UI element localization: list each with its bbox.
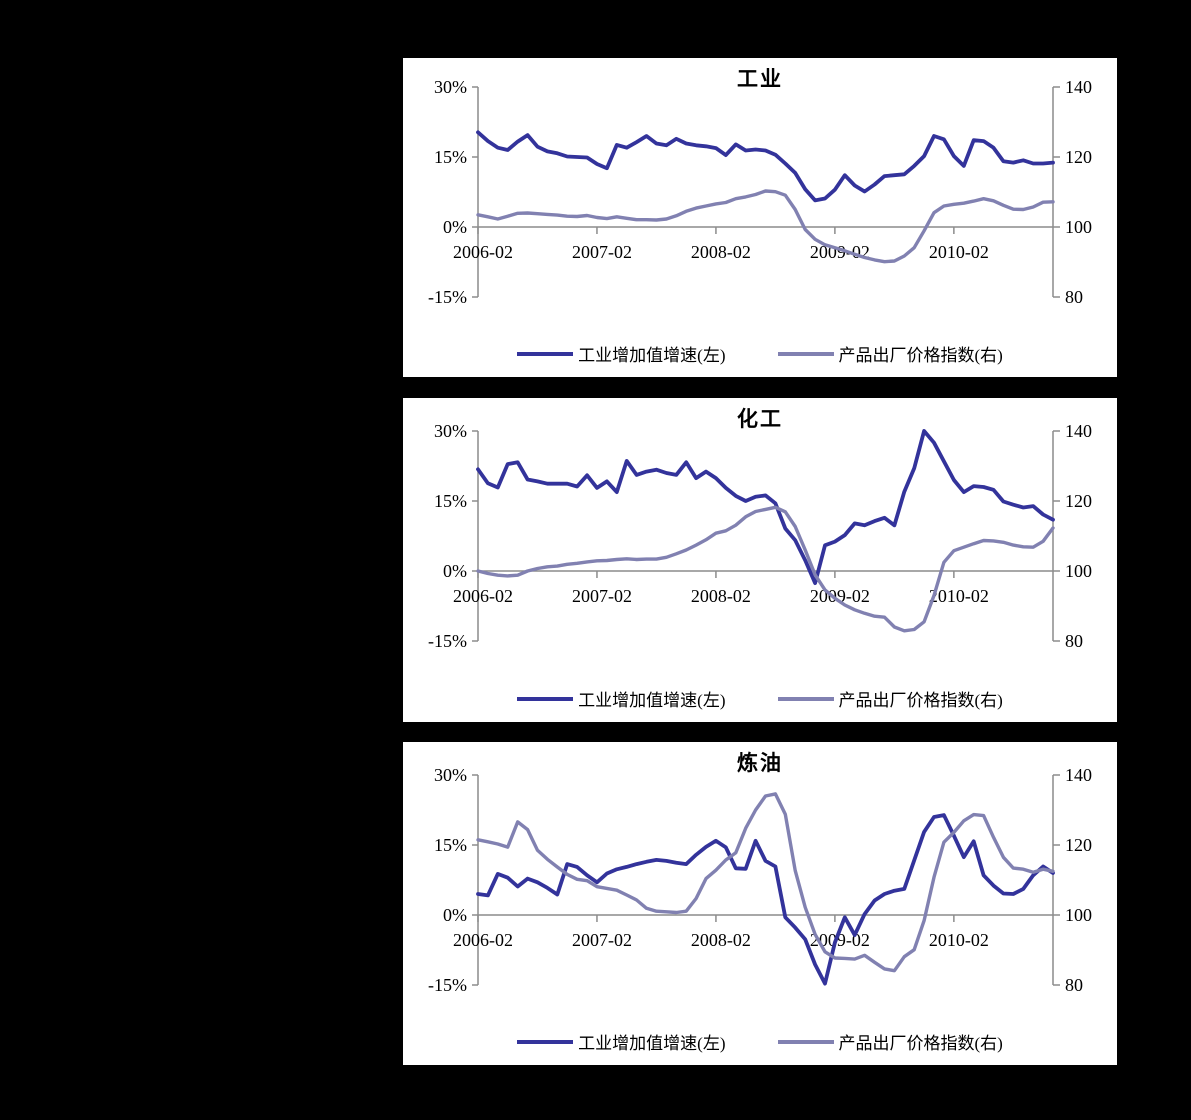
x-axis-label: 2007-02 [572, 242, 632, 262]
y-axis-left-label: 0% [443, 561, 467, 581]
price-index-line [476, 792, 1055, 973]
y-axis-left-label: 30% [434, 421, 467, 441]
legend-label-growth: 工业增加值增速(左) [578, 346, 726, 365]
growth-rate-line [476, 130, 1055, 203]
legend-label-growth: 工业增加值增速(左) [578, 1034, 726, 1053]
x-axis-label: 2007-02 [572, 930, 632, 950]
x-axis-label: 2010-02 [929, 930, 989, 950]
x-axis-label: 2006-02 [453, 586, 513, 606]
y-axis-left-label: 15% [434, 491, 467, 511]
y-axis-left-label: 15% [434, 835, 467, 855]
x-axis-label: 2006-02 [453, 242, 513, 262]
y-axis-right-label: 120 [1065, 147, 1092, 167]
legend-industry: 工业增加值增速(左) 产品出厂价格指数(右) [403, 341, 1117, 366]
y-axis-right-label: 140 [1065, 421, 1092, 441]
chart-title-chemical: 化工 [737, 407, 783, 431]
price-index-line-swatch [777, 351, 834, 356]
y-axis-left-label: 0% [443, 905, 467, 925]
growth-rate-line [476, 813, 1055, 986]
x-axis-label: 2008-02 [691, 242, 751, 262]
x-axis-label: 2007-02 [572, 586, 632, 606]
x-axis-label: 2006-02 [453, 930, 513, 950]
y-axis-left-label: 0% [443, 217, 467, 237]
legend-label-price-index: 产品出厂价格指数(右) [838, 1034, 1003, 1053]
y-axis-left-label: -15% [428, 287, 467, 307]
y-axis-right-label: 80 [1065, 287, 1083, 307]
growth-line-swatch [517, 696, 574, 701]
y-axis-right-label: 80 [1065, 975, 1083, 995]
y-axis-left-label: -15% [428, 975, 467, 995]
y-axis-right-label: 100 [1065, 905, 1092, 925]
chart-panel-chemical: 化工 30% 15% 0% -15% 140 120 100 80 2006-02 2007-02… [403, 398, 1117, 722]
plot-area-refining: 30% 15% 0% -15% 140 120 100 80 2006-02 2007-02 200… [428, 765, 1092, 995]
legend-label-price-index: 产品出厂价格指数(右) [838, 691, 1003, 710]
price-index-line [476, 189, 1055, 264]
price-index-line-swatch [777, 1039, 834, 1044]
growth-line-swatch [517, 1039, 574, 1044]
y-axis-right-label: 80 [1065, 631, 1083, 651]
y-axis-left-label: 30% [434, 765, 467, 785]
x-axis-label: 2009-02 [810, 242, 870, 262]
growth-line-swatch [517, 351, 574, 356]
y-axis-right-label: 100 [1065, 561, 1092, 581]
x-axis-label: 2008-02 [691, 930, 751, 950]
y-axis-left-label: 30% [434, 77, 467, 97]
y-axis-left-label: 15% [434, 147, 467, 167]
plot-area-chemical: 30% 15% 0% -15% 140 120 100 80 2006-02 2007-02 200… [428, 421, 1092, 651]
legend-entry-price-index: 产品出厂价格指数(右) [777, 1029, 1003, 1054]
chart-panel-refining: 炼油 30% 15% 0% -15% 140 120 100 80 2006-02 2007-02… [403, 742, 1117, 1065]
y-axis-right-label: 140 [1065, 77, 1092, 97]
legend-entry-growth: 工业增加值增速(左) [517, 686, 726, 711]
y-axis-left-label: -15% [428, 631, 467, 651]
y-axis-right-label: 140 [1065, 765, 1092, 785]
plot-area-industry: 30% 15% 0% -15% 140 120 100 80 2006-02 2007-02 200… [428, 77, 1092, 307]
y-axis-right-label: 100 [1065, 217, 1092, 237]
x-axis-label: 2008-02 [691, 586, 751, 606]
legend-refining: 工业增加值增速(左) 产品出厂价格指数(右) [403, 1029, 1117, 1054]
y-axis-right-label: 120 [1065, 835, 1092, 855]
legend-label-price-index: 产品出厂价格指数(右) [838, 346, 1003, 365]
x-axis-label: 2010-02 [929, 242, 989, 262]
legend-entry-price-index: 产品出厂价格指数(右) [777, 341, 1003, 366]
legend-entry-growth: 工业增加值增速(左) [517, 341, 726, 366]
legend-chemical: 工业增加值增速(左) 产品出厂价格指数(右) [403, 686, 1117, 711]
chart-title-industry: 工业 [737, 67, 783, 91]
x-axis-label: 2010-02 [929, 586, 989, 606]
chart-title-refining: 炼油 [737, 751, 783, 775]
y-axis-right-label: 120 [1065, 491, 1092, 511]
legend-entry-growth: 工业增加值增速(左) [517, 1029, 726, 1054]
legend-label-growth: 工业增加值增速(左) [578, 691, 726, 710]
price-index-line-swatch [777, 696, 834, 701]
legend-entry-price-index: 产品出厂价格指数(右) [777, 686, 1003, 711]
price-index-line [476, 505, 1055, 633]
chart-panel-industry: 工业 30% 15% 0% -15% 140 120 100 80 2006-02 2007-02… [403, 58, 1117, 377]
growth-rate-line [476, 429, 1055, 586]
